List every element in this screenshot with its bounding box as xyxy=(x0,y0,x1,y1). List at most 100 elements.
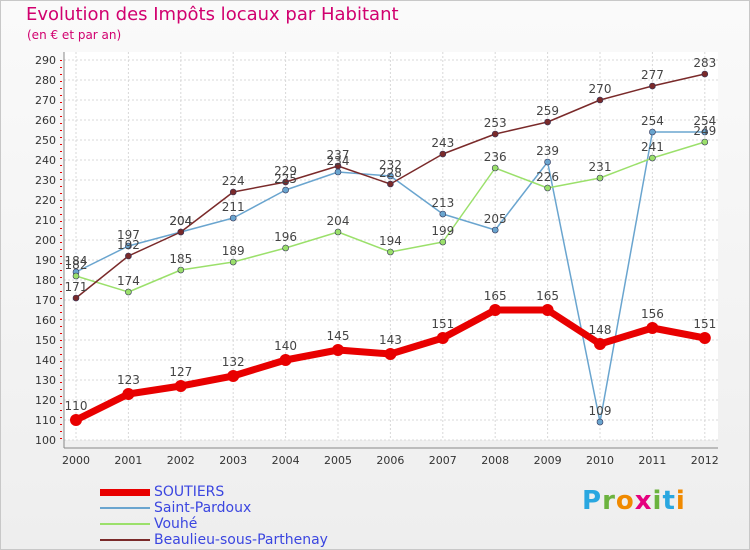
data-label: 165 xyxy=(484,289,507,303)
data-point xyxy=(334,228,342,236)
data-point xyxy=(387,180,394,188)
data-point xyxy=(596,96,604,104)
data-label: 204 xyxy=(327,214,350,228)
data-label: 192 xyxy=(117,238,140,252)
y-tick-label: 130 xyxy=(35,374,56,387)
data-point xyxy=(649,128,656,136)
data-label: 226 xyxy=(536,170,559,184)
data-point xyxy=(177,228,185,236)
data-point xyxy=(439,238,447,246)
logo-letter: t xyxy=(662,486,676,516)
data-label: 151 xyxy=(431,317,454,331)
data-label: 197 xyxy=(117,228,140,242)
data-point xyxy=(596,418,604,426)
data-label: 110 xyxy=(65,399,88,413)
data-point xyxy=(125,252,132,260)
logo-letter: P xyxy=(582,486,603,516)
y-tick-label: 100 xyxy=(35,434,56,447)
y-tick-label: 180 xyxy=(35,274,56,287)
data-label: 143 xyxy=(379,333,402,347)
logo-letter: o xyxy=(615,486,635,516)
data-label: 277 xyxy=(641,68,664,82)
logo-letter: i xyxy=(675,486,686,516)
y-tick-label: 140 xyxy=(35,354,56,367)
x-tick-label: 2008 xyxy=(481,454,509,467)
legend-label: Saint-Pardoux xyxy=(154,500,252,516)
proxiti-logo: Proxiti xyxy=(582,486,686,516)
data-label: 194 xyxy=(379,234,402,248)
legend-swatch xyxy=(100,539,150,541)
chart-title: Evolution des Impôts locaux par Habitant xyxy=(26,4,399,25)
legend-swatch xyxy=(100,507,150,509)
legend-item: SOUTIERS xyxy=(100,484,328,500)
data-label: 225 xyxy=(274,172,297,186)
legend-swatch xyxy=(100,523,150,525)
data-label: 239 xyxy=(536,144,559,158)
data-point xyxy=(541,304,554,316)
data-point xyxy=(177,266,185,274)
x-tick-label: 2010 xyxy=(586,454,614,467)
data-label: 123 xyxy=(117,373,140,387)
x-tick-label: 2001 xyxy=(114,454,142,467)
data-point xyxy=(384,348,397,360)
data-label: 165 xyxy=(536,289,559,303)
data-point xyxy=(491,226,499,234)
legend-label: SOUTIERS xyxy=(154,484,225,500)
data-point xyxy=(491,164,499,172)
data-point xyxy=(491,130,499,138)
data-point xyxy=(387,248,394,256)
data-label: 224 xyxy=(222,174,245,188)
data-point xyxy=(72,272,80,280)
data-point xyxy=(489,304,502,316)
data-label: 204 xyxy=(169,214,192,228)
data-label: 232 xyxy=(379,158,402,172)
data-label: 151 xyxy=(693,317,716,331)
data-label: 241 xyxy=(641,140,664,154)
data-label: 148 xyxy=(589,323,612,337)
data-point xyxy=(387,172,394,180)
x-tick-label: 2007 xyxy=(429,454,457,467)
data-label: 132 xyxy=(222,355,245,369)
legend-item: Saint-Pardoux xyxy=(100,500,328,516)
data-label: 185 xyxy=(169,252,192,266)
data-point xyxy=(227,370,240,382)
y-tick-label: 110 xyxy=(35,414,56,427)
data-label: 253 xyxy=(484,116,507,130)
data-point xyxy=(279,354,292,366)
data-label: 109 xyxy=(589,404,612,418)
x-tick-label: 2011 xyxy=(638,454,666,467)
y-tick-label: 210 xyxy=(35,214,56,227)
y-tick-label: 220 xyxy=(35,194,56,207)
legend-label: Vouhé xyxy=(154,516,198,532)
data-label: 196 xyxy=(274,230,297,244)
y-tick-label: 200 xyxy=(35,234,56,247)
x-tick-label: 2002 xyxy=(167,454,195,467)
data-point xyxy=(125,288,132,296)
data-point xyxy=(646,322,659,334)
legend-swatch xyxy=(100,488,150,496)
data-label: 254 xyxy=(641,114,664,128)
y-tick-label: 150 xyxy=(35,334,56,347)
legend-label: Beaulieu-sous-Parthenay xyxy=(154,532,328,548)
data-label: 228 xyxy=(379,166,402,180)
y-tick-label: 120 xyxy=(35,394,56,407)
data-label: 174 xyxy=(117,274,140,288)
y-tick-label: 270 xyxy=(35,94,56,107)
x-tick-label: 2009 xyxy=(534,454,562,467)
data-point xyxy=(436,332,449,344)
data-label: 234 xyxy=(327,154,350,168)
data-point xyxy=(70,414,82,426)
data-point xyxy=(701,128,709,136)
data-label: 283 xyxy=(693,56,716,70)
data-point xyxy=(596,174,604,182)
x-tick-label: 2000 xyxy=(62,454,90,467)
data-point xyxy=(544,118,551,126)
x-tick-label: 2003 xyxy=(219,454,247,467)
data-label: 156 xyxy=(641,307,664,321)
data-label: 145 xyxy=(327,329,350,343)
data-label: 184 xyxy=(65,254,88,268)
y-tick-label: 230 xyxy=(35,174,56,187)
x-tick-label: 2004 xyxy=(272,454,300,467)
data-label: 204 xyxy=(169,214,192,228)
data-point xyxy=(701,138,709,146)
